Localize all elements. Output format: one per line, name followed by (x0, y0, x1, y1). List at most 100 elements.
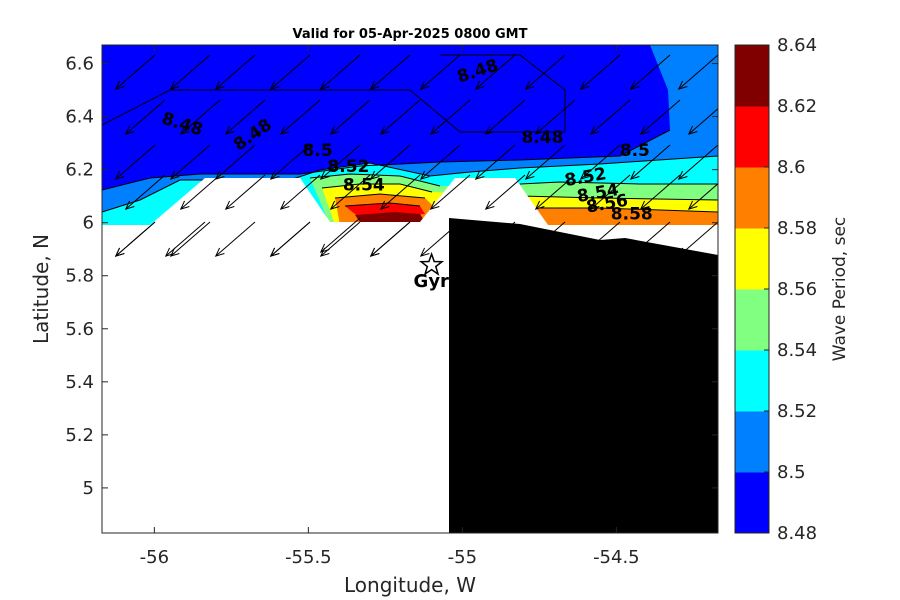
x-tick-label: -55.5 (285, 547, 332, 568)
colorbar-tick-label: 8.64 (777, 35, 817, 56)
wave-arrow-icon (169, 54, 211, 90)
colorbar-tick-label: 8.5 (777, 462, 806, 483)
contour-line (344, 202, 421, 207)
wave-arrow-icon (369, 144, 411, 180)
wave-arrow-icon (279, 99, 321, 135)
wave-arrow-icon (164, 221, 206, 257)
wave-arrow-icon (687, 108, 718, 135)
station-marker: Gyr (414, 251, 450, 292)
wave-arrow-icon (429, 99, 471, 135)
wave-arrow-icon (169, 144, 211, 180)
wave-arrow-icon (269, 144, 311, 180)
contour-label: 8.5 (620, 141, 650, 161)
wave-arrow-icon (269, 54, 311, 90)
colorbar-label: Wave Period, sec (830, 217, 850, 362)
y-tick-label: 5.2 (65, 425, 94, 446)
y-tick-label: 5.4 (65, 372, 94, 393)
wave-arrow-icon (484, 99, 526, 135)
wave-arrow-icon (114, 54, 156, 90)
colorbar-swatch (735, 350, 769, 412)
wave-arrow-icon (329, 174, 371, 210)
colorbar-tick-label: 8.56 (777, 279, 817, 300)
plot-frame (101, 44, 719, 534)
wave-arrow-icon (579, 221, 621, 257)
wave-arrow-icon (579, 144, 621, 180)
colorbar-swatch (735, 472, 769, 534)
wave-arrow-icon (629, 221, 671, 257)
wave-arrow-icon (329, 99, 371, 135)
land-shaded (449, 218, 718, 533)
contour-label: 8.52 (327, 157, 369, 177)
plot-area: 8.488.48 8.48 8.488.5 8.58.52 8.528.54 8.548.… (102, 45, 718, 533)
colorbar: 8.48 8.5 8.52 8.54 8.56 8.58 8.6 8.62 8.64 (734, 35, 817, 544)
wave-arrow-icon (114, 221, 156, 257)
colorbar-swatch (735, 106, 769, 168)
colorbar-tick-label: 8.62 (777, 96, 817, 117)
y-tick-label: 6.4 (65, 107, 94, 128)
x-axis-label: Longitude, W (344, 573, 476, 597)
contour-label: 8.5 (303, 141, 333, 161)
y-axis: 5 5.2 5.4 5.6 5.8 6 6.2 6.4 6.6 (65, 54, 718, 499)
colorbar-tick-label: 8.54 (777, 340, 817, 361)
wave-arrow-icon (224, 99, 266, 135)
wave-arrow-icon (677, 54, 718, 90)
wave-arrow-icon (579, 54, 621, 90)
y-tick-label: 5.8 (65, 266, 94, 287)
wave-arrow-icon (534, 99, 576, 135)
y-tick-label: 6 (83, 213, 94, 234)
wave-arrow-icon (214, 221, 256, 257)
contour-label: 8.48 (521, 128, 563, 148)
contour-line (321, 183, 718, 201)
wave-arrow-icon (474, 221, 516, 257)
wave-arrow-icon (369, 221, 411, 257)
wave-arrow-icon (677, 144, 718, 180)
wave-arrow-icon (429, 174, 471, 210)
y-tick-label: 5 (83, 478, 94, 499)
wave-arrow-icon (629, 144, 671, 180)
colorbar-swatch (735, 411, 769, 473)
station-label: Gyr (414, 271, 450, 292)
contour-line (102, 54, 566, 133)
x-axis: -56 -55.5 -55 -54.5 (140, 45, 640, 568)
wave-direction-arrows (114, 54, 718, 257)
band-8.62 (355, 212, 425, 222)
wave-arrow-icon (677, 221, 718, 257)
wave-arrow-icon (419, 54, 461, 90)
colorbar-swatch (735, 167, 769, 229)
wave-arrow-icon (687, 183, 718, 210)
y-axis-label: Latitude, N (29, 234, 53, 344)
wave-arrow-icon (319, 144, 361, 180)
wave-arrow-icon (639, 174, 681, 210)
wave-arrow-icon (524, 144, 566, 180)
wave-arrow-icon (319, 217, 361, 253)
wave-arrow-icon (419, 144, 461, 180)
wave-arrow-icon (484, 174, 526, 210)
wave-arrow-icon (269, 221, 311, 257)
wave-arrow-icon (319, 54, 361, 90)
wave-arrow-icon (474, 144, 516, 180)
wave-arrow-icon (169, 221, 211, 257)
wave-arrow-icon (379, 174, 421, 210)
wave-arrow-icon (369, 54, 411, 90)
wave-arrow-icon (419, 221, 461, 257)
wave-arrow-icon (179, 174, 221, 210)
wave-arrow-icon (224, 174, 266, 210)
colorbar-swatch (735, 45, 769, 107)
wave-arrow-icon (124, 99, 166, 135)
wave-arrow-icon (589, 99, 631, 135)
colorbar-tick-label: 8.52 (777, 401, 817, 422)
wave-arrow-icon (524, 54, 566, 90)
colorbar-swatch (735, 289, 769, 351)
contour-line (102, 155, 718, 213)
wave-arrow-icon (214, 54, 256, 90)
wave-arrow-icon (639, 99, 681, 135)
contour-label: 8.58 (611, 205, 653, 225)
colorbar-swatch (735, 228, 769, 290)
wave-arrow-icon (629, 54, 671, 90)
contour-label: 8.54 (343, 176, 385, 196)
chart-title: Valid for 05-Apr-2025 0800 GMT (293, 27, 528, 42)
x-tick-label: -54.5 (593, 547, 640, 568)
wave-arrow-icon (379, 99, 421, 135)
